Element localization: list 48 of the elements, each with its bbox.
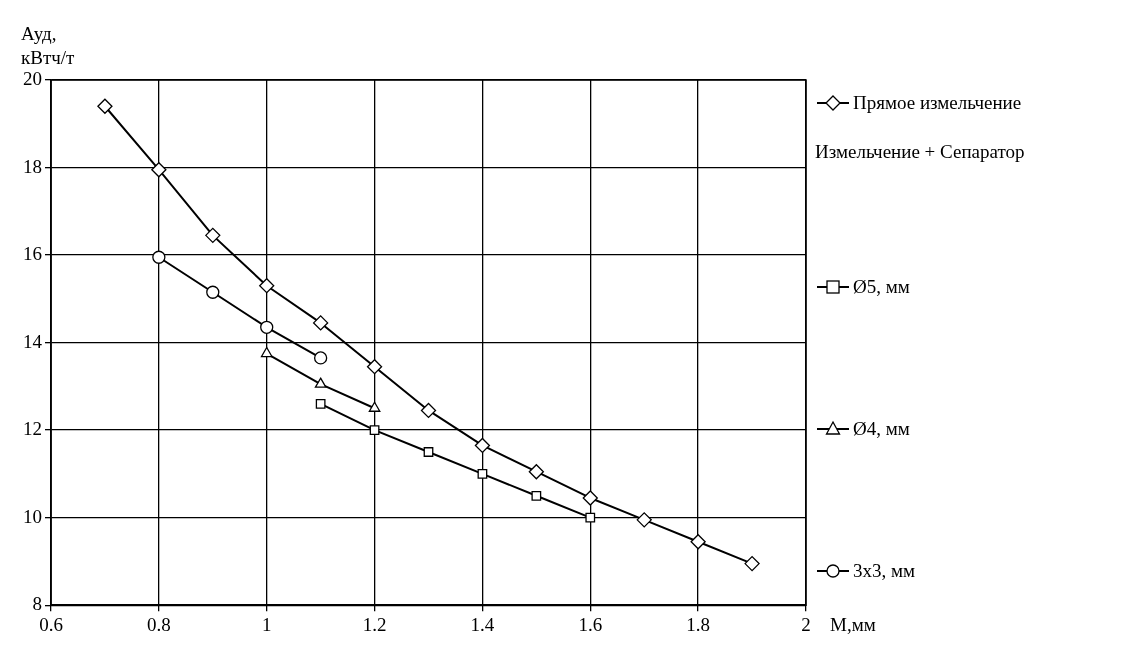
legend-label: Прямое измельчение <box>853 92 1022 114</box>
y-tick-label: 18 <box>23 155 42 177</box>
point <box>366 359 383 375</box>
legend-title: Измельчение + Сепаратор <box>815 140 1025 164</box>
x-tick-label: 1.6 <box>578 613 603 635</box>
point <box>420 402 437 419</box>
point <box>152 250 166 264</box>
x-tick-label: 0.6 <box>39 613 63 635</box>
point <box>259 278 275 294</box>
point <box>474 437 491 454</box>
point <box>313 351 328 365</box>
point <box>205 227 221 244</box>
y-tick-label: 8 <box>32 593 42 615</box>
point <box>260 320 274 334</box>
point <box>477 469 488 479</box>
x-tick-label: 1.8 <box>686 613 711 635</box>
point <box>260 346 273 358</box>
point <box>423 447 434 457</box>
y-tick-label: 10 <box>23 505 42 527</box>
point <box>151 162 167 178</box>
point <box>314 377 327 388</box>
x-axis-title: М,мм <box>830 613 876 638</box>
point <box>368 401 381 412</box>
point <box>528 464 545 480</box>
point <box>315 398 326 409</box>
point <box>312 315 329 331</box>
point <box>206 285 220 299</box>
point <box>582 490 598 506</box>
point <box>531 490 542 501</box>
y-tick-label: 12 <box>23 418 42 440</box>
legend-label: Ø4, мм <box>853 418 910 440</box>
x-tick-label: 1.2 <box>362 613 387 635</box>
point <box>636 512 652 528</box>
legend-label: 3x3, мм <box>853 560 916 582</box>
x-tick-label: 1 <box>261 613 272 635</box>
point <box>369 425 380 436</box>
legend-label: Ø5, мм <box>853 276 910 298</box>
y-axis-title: Ауд, кВтч/т <box>21 22 75 70</box>
point <box>585 512 596 523</box>
x-tick-label: 0.8 <box>146 613 171 635</box>
point <box>690 534 706 550</box>
y-tick-label: 14 <box>23 330 43 352</box>
x-tick-label: 2 <box>801 613 811 635</box>
x-tick-label: 1.4 <box>470 613 495 635</box>
point <box>97 98 113 114</box>
y-tick-label: 20 <box>23 67 42 89</box>
y-tick-label: 16 <box>23 243 42 265</box>
point <box>744 555 760 572</box>
